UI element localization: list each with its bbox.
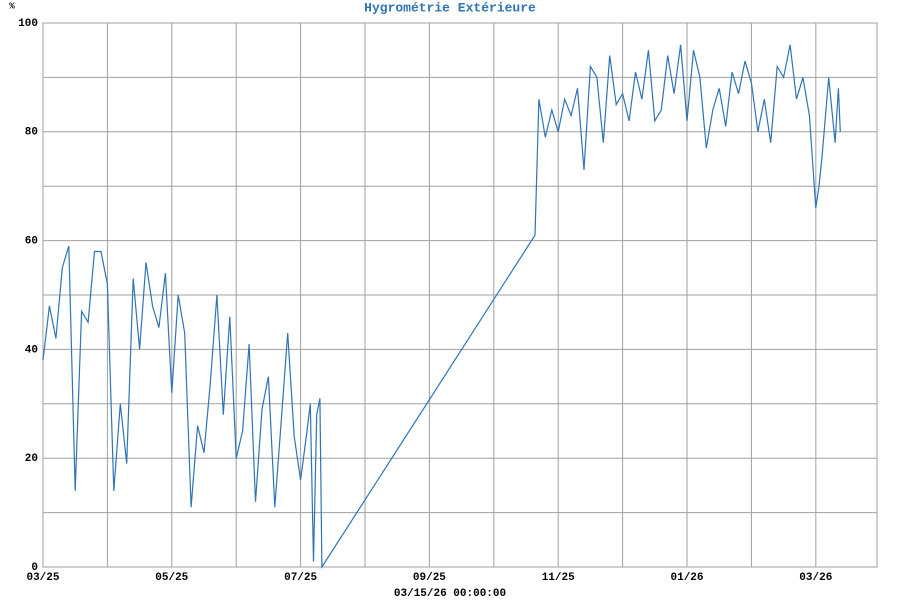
x-tick-label: 05/25	[155, 572, 188, 584]
y-tick-label: 100	[18, 18, 38, 30]
data-line	[42, 44, 841, 570]
x-axis-label: 03/15/26 00:00:00	[394, 588, 506, 600]
y-tick-label: 20	[25, 453, 38, 465]
y-tick-label: 40	[25, 344, 38, 356]
chart-title: Hygrométrie Extérieure	[364, 0, 536, 15]
x-tick-label: 11/25	[542, 572, 575, 584]
y-tick-label: 0	[31, 562, 38, 574]
x-tick-label: 03/26	[799, 572, 832, 584]
x-tick-label: 01/26	[671, 572, 704, 584]
x-tick-label: 09/25	[413, 572, 446, 584]
x-tick-label: 03/25	[26, 572, 59, 584]
y-tick-label: 80	[25, 127, 38, 139]
y-axis-label: %	[9, 1, 15, 11]
x-tick-label: 07/25	[284, 572, 317, 584]
y-tick-label: 60	[25, 236, 38, 248]
